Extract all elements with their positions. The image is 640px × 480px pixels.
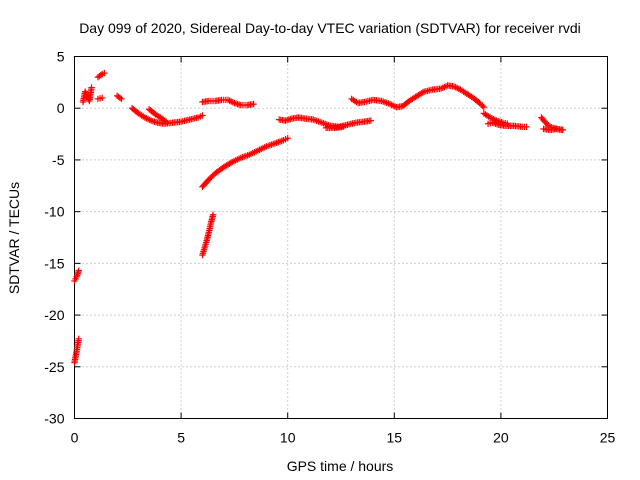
chart-title: Day 099 of 2020, Sidereal Day-to-day VTE… — [79, 20, 581, 36]
x-tick-label: 10 — [280, 430, 296, 446]
data-point — [88, 84, 95, 91]
grid — [74, 56, 608, 419]
data-point — [162, 118, 170, 125]
data-point — [419, 89, 426, 96]
data-point — [97, 71, 104, 79]
data-point — [116, 94, 124, 102]
y-tick-label: -15 — [44, 255, 64, 271]
data-point — [504, 120, 511, 127]
data-point — [75, 267, 82, 274]
x-tick-labels: 0 5 10 15 20 25 — [71, 430, 616, 446]
data-points — [71, 69, 566, 366]
plot-area — [74, 56, 608, 419]
y-tick-labels: -30 -25 -20 -15 -10 -5 0 5 — [44, 49, 64, 427]
data-point — [480, 103, 488, 111]
data-point — [542, 119, 549, 126]
y-tick-label: 5 — [57, 49, 65, 65]
x-tick-label: 20 — [493, 430, 509, 446]
y-tick-label: -10 — [44, 204, 64, 220]
data-point — [199, 112, 206, 119]
y-tick-label: -30 — [44, 411, 64, 427]
x-tick-label: 25 — [600, 430, 616, 446]
data-point — [523, 123, 530, 131]
axis-ticks — [74, 56, 608, 419]
data-point — [367, 117, 375, 124]
y-tick-label: -20 — [44, 307, 64, 323]
data-point — [476, 99, 483, 107]
data-point — [339, 123, 347, 131]
data-point — [559, 126, 566, 134]
x-tick-label: 15 — [387, 430, 403, 446]
data-point — [284, 135, 291, 142]
data-point — [477, 101, 485, 108]
data-point — [75, 335, 82, 343]
x-axis-label: GPS time / hours — [287, 458, 394, 474]
data-point — [99, 94, 106, 102]
data-point — [161, 117, 168, 124]
data-point — [101, 69, 108, 77]
y-tick-label: -5 — [52, 152, 65, 168]
x-tick-label: 0 — [71, 430, 79, 446]
data-point — [543, 120, 551, 128]
y-tick-label: 0 — [57, 100, 65, 116]
data-point — [118, 95, 125, 103]
data-point — [209, 211, 217, 218]
data-point — [479, 102, 486, 110]
data-point — [250, 100, 257, 108]
y-axis-label: SDTVAR / TECUs — [6, 182, 22, 294]
x-tick-label: 5 — [177, 430, 185, 446]
y-tick-label: -25 — [44, 359, 64, 375]
